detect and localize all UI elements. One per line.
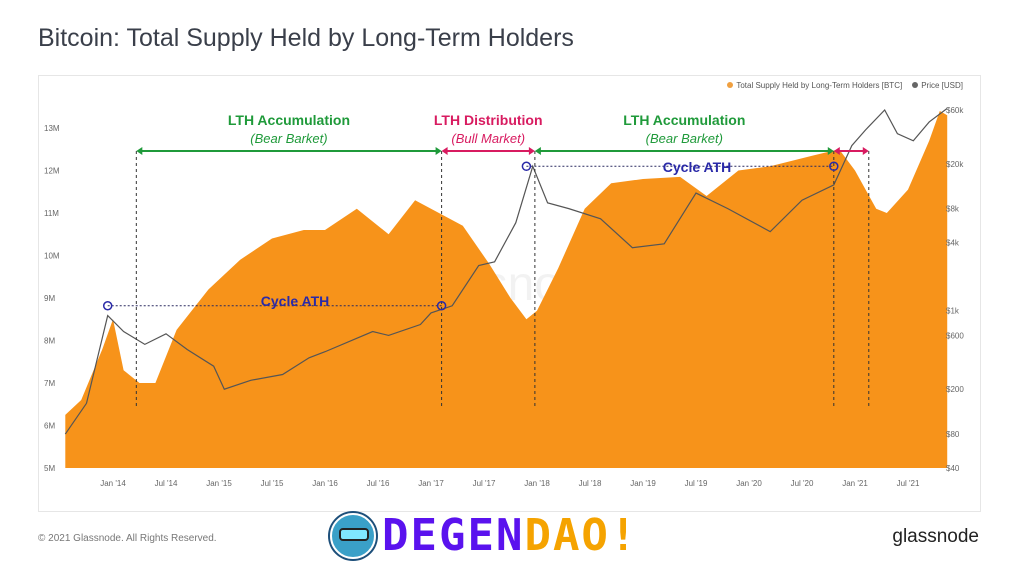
legend-item-price[interactable]: Price [USD] xyxy=(912,81,963,90)
y-right-tick-label: $1k xyxy=(946,306,960,315)
cycle-ath-label: Cycle ATH xyxy=(663,159,731,175)
cycle-ath-label: Cycle ATH xyxy=(261,293,329,309)
logo-text-2: DAO! xyxy=(524,510,639,561)
x-tick-label: Jan '14 xyxy=(100,479,126,488)
y-left-tick-label: 5M xyxy=(44,464,55,473)
ath-marker-icon xyxy=(102,301,113,311)
y-right-tick-label: $600 xyxy=(946,331,964,340)
mascot-avatar xyxy=(330,513,376,559)
x-tick-label: Jan '16 xyxy=(312,479,338,488)
price-line xyxy=(64,107,948,435)
y-left-tick-label: 6M xyxy=(44,422,55,431)
x-tick-label: Jul '18 xyxy=(579,479,602,488)
legend-label: Price [USD] xyxy=(921,81,963,90)
phase-sublabel: (Bear Barket) xyxy=(250,131,327,146)
glassnode-brand: glassnode xyxy=(892,526,979,547)
phase-label: LTH Accumulation xyxy=(228,112,350,128)
x-tick-label: Jul '16 xyxy=(367,479,390,488)
y-left-tick-label: 13M xyxy=(44,124,60,133)
logo-text-1: DEGEN xyxy=(382,510,525,561)
x-tick-label: Jul '17 xyxy=(473,479,496,488)
y-right-tick-label: $8k xyxy=(946,205,960,214)
supply-area xyxy=(65,111,948,468)
x-tick-label: Jul '14 xyxy=(155,479,178,488)
x-tick-label: Jan '20 xyxy=(736,479,762,488)
x-tick-label: Jan '18 xyxy=(524,479,550,488)
phase-sublabel: (Bull Market) xyxy=(451,131,525,146)
x-tick-label: Jan '17 xyxy=(418,479,444,488)
y-right-tick-label: $20k xyxy=(946,160,964,169)
page-title: Bitcoin: Total Supply Held by Long-Term … xyxy=(38,24,574,52)
y-left-tick-label: 10M xyxy=(44,252,60,261)
phase-sublabel: (Bear Barket) xyxy=(646,131,723,146)
phase-label: LTH Accumulation xyxy=(623,112,745,128)
x-tick-label: Jul '21 xyxy=(897,479,920,488)
y-right-tick-label: $4k xyxy=(946,239,960,248)
x-tick-label: Jan '21 xyxy=(842,479,868,488)
y-left-tick-label: 9M xyxy=(44,294,55,303)
ath-marker-icon xyxy=(521,161,532,172)
y-right-tick-label: $80 xyxy=(946,430,960,439)
legend: Total Supply Held by Long-Term Holders [… xyxy=(727,81,963,90)
x-tick-label: Jul '19 xyxy=(685,479,708,488)
phase-label: LTH Distribution xyxy=(434,112,543,128)
legend-label: Total Supply Held by Long-Term Holders [… xyxy=(736,81,903,90)
ath-marker-icon xyxy=(436,301,447,311)
legend-item-supply[interactable]: Total Supply Held by Long-Term Holders [… xyxy=(727,81,902,90)
copyright: © 2021 Glassnode. All Rights Reserved. xyxy=(38,533,217,544)
x-tick-label: Jul '15 xyxy=(261,479,284,488)
ath-marker-icon xyxy=(829,161,839,172)
y-right-tick-label: $40 xyxy=(946,464,960,473)
y-right-tick-label: $60k xyxy=(946,106,964,115)
x-tick-label: Jan '19 xyxy=(630,479,656,488)
y-left-tick-label: 7M xyxy=(44,379,55,388)
y-right-tick-label: $200 xyxy=(946,385,964,394)
y-left-tick-label: 12M xyxy=(44,167,60,176)
x-tick-label: Jul '20 xyxy=(791,479,814,488)
y-left-tick-label: 11M xyxy=(44,209,59,218)
x-tick-label: Jan '15 xyxy=(206,479,232,488)
degendao-logo: DEGENDAO! xyxy=(330,512,638,560)
y-left-tick-label: 8M xyxy=(44,337,55,346)
